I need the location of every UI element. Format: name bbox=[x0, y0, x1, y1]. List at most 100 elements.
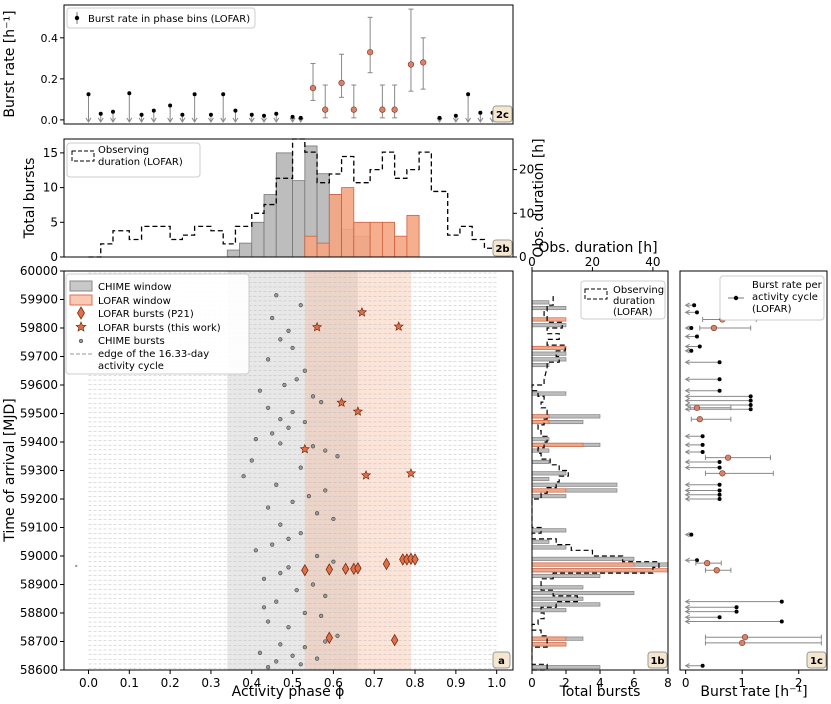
panel-a-legend-chime: CHIME window bbox=[98, 282, 172, 293]
panel-1c-legend-marker bbox=[733, 295, 739, 301]
panel-a-legend-thiswork-marker bbox=[75, 321, 87, 332]
chime-burst-point bbox=[314, 511, 320, 516]
lofar-p21-burst bbox=[390, 633, 399, 647]
lofar-p21-burst bbox=[325, 631, 333, 645]
lofar-bar bbox=[531, 420, 550, 425]
ul-point bbox=[717, 482, 722, 487]
ul-arrow-head bbox=[684, 398, 690, 404]
panel-1b-legend-2: duration bbox=[613, 296, 655, 307]
ul-arrow-head bbox=[477, 117, 484, 123]
ul-arrow-head bbox=[232, 117, 239, 123]
chime-burst-point bbox=[265, 665, 271, 670]
y-tick-label: 58700 bbox=[20, 635, 58, 649]
chime-burst-point bbox=[253, 548, 258, 553]
chime-burst-point bbox=[323, 593, 328, 599]
x-tick-label: 0.0 bbox=[79, 676, 98, 690]
chime-burst-point bbox=[306, 494, 312, 499]
chime-bar bbox=[531, 602, 601, 607]
det-point bbox=[739, 639, 746, 647]
chime-burst-point bbox=[249, 458, 254, 463]
ul-point bbox=[139, 112, 144, 117]
chime-burst-point bbox=[274, 293, 279, 298]
ul-arrow-head bbox=[684, 449, 690, 455]
panel-a-legend-cycle-1: edge of the 16.33-day bbox=[98, 349, 209, 360]
lofar-bar bbox=[531, 562, 635, 567]
ul-point bbox=[127, 91, 132, 96]
chime-burst-point bbox=[323, 639, 328, 644]
chime-bar bbox=[531, 665, 601, 670]
chime-burst-point bbox=[265, 405, 271, 410]
chime-burst-point bbox=[310, 582, 316, 587]
chime-burst-point bbox=[319, 613, 324, 618]
lofar-p21-burst bbox=[341, 562, 350, 576]
chime-burst-point bbox=[270, 542, 275, 547]
lofar-bar bbox=[531, 642, 567, 647]
chime-burst-point bbox=[331, 516, 336, 522]
ul-arrow-head bbox=[684, 604, 690, 610]
y-tick-label: 59500 bbox=[20, 407, 58, 421]
ul-point bbox=[233, 108, 238, 113]
x-tick-label: 8 bbox=[664, 676, 672, 690]
panel-2c-legend-box bbox=[66, 7, 256, 29]
ul-arrow-head bbox=[126, 117, 133, 123]
panel-2b-frame bbox=[63, 138, 514, 258]
ul-arrow-head bbox=[167, 117, 174, 123]
lofar-bar bbox=[531, 636, 567, 641]
chime-burst-point bbox=[286, 565, 291, 570]
ul-arrow-head bbox=[684, 402, 690, 408]
ul-point bbox=[110, 109, 115, 114]
panel-1c-tag: 1c bbox=[810, 656, 823, 667]
ul-arrow-head bbox=[684, 376, 690, 382]
x-tick-label: 0.2 bbox=[161, 676, 180, 690]
ul-point bbox=[717, 377, 722, 382]
chime-burst-point bbox=[331, 559, 336, 564]
chime-burst-point bbox=[314, 553, 320, 559]
chime-burst-point bbox=[298, 531, 303, 536]
ul-arrow-head bbox=[297, 117, 304, 123]
chime-bar bbox=[531, 437, 550, 442]
panel-1c-xlabel: Burst rate [h⁻¹] bbox=[700, 684, 807, 700]
panel-a-xlabel: Activity phase ϕ bbox=[232, 684, 345, 700]
panel-1b-legend-3: (LOFAR) bbox=[613, 307, 653, 318]
ul-point bbox=[700, 663, 705, 668]
y-tick-label: 15 bbox=[43, 146, 58, 160]
panel-a-lofar-window bbox=[304, 271, 411, 670]
chime-bar bbox=[531, 545, 567, 550]
y-tick-label: 59700 bbox=[20, 350, 58, 364]
ul-arrow-head bbox=[684, 482, 690, 488]
x-tick-label: 0.1 bbox=[120, 676, 139, 690]
panel-a-tag-box bbox=[492, 651, 511, 669]
panel-1b-xlabel: Total bursts bbox=[559, 684, 641, 700]
x-tick-label: 0.8 bbox=[405, 676, 424, 690]
ul-arrow-head bbox=[97, 117, 104, 123]
chime-bar bbox=[531, 477, 550, 482]
chime-bar bbox=[531, 391, 567, 396]
x-tick-label: 0.4 bbox=[242, 676, 261, 690]
panel-1b-legend-1: Observing bbox=[613, 285, 664, 296]
chime-bar bbox=[239, 242, 253, 258]
chime-bar bbox=[531, 494, 567, 499]
chime-bar bbox=[531, 528, 567, 533]
det-point bbox=[719, 470, 726, 477]
chime-burst-point bbox=[290, 345, 295, 351]
chime-burst-point bbox=[286, 536, 291, 542]
ul-arrow-head bbox=[684, 333, 690, 340]
panel-1c-legend-1: Burst rate per bbox=[752, 280, 823, 291]
chime-burst-point bbox=[253, 437, 258, 442]
chime-burst-point bbox=[302, 645, 307, 650]
x-tick-top-label: 0 bbox=[528, 255, 536, 269]
panel-2c-legend-label: Burst rate in phase bins (LOFAR) bbox=[88, 14, 250, 25]
x-tick-label: 0.7 bbox=[365, 676, 384, 690]
chime-burst-point bbox=[274, 659, 279, 664]
ul-point bbox=[86, 92, 91, 97]
panel-2c-tag: 2c bbox=[496, 110, 509, 121]
lofar-bar bbox=[304, 235, 318, 258]
panel-a-legend-lofar: LOFAR window bbox=[98, 296, 171, 307]
ul-point bbox=[748, 402, 753, 407]
chime-bar bbox=[226, 249, 240, 258]
lofar-bar bbox=[328, 194, 342, 258]
lofar-p21-burst bbox=[301, 563, 309, 577]
ul-arrow-head bbox=[684, 492, 690, 498]
ul-point bbox=[734, 609, 739, 614]
ul-point bbox=[717, 360, 722, 365]
